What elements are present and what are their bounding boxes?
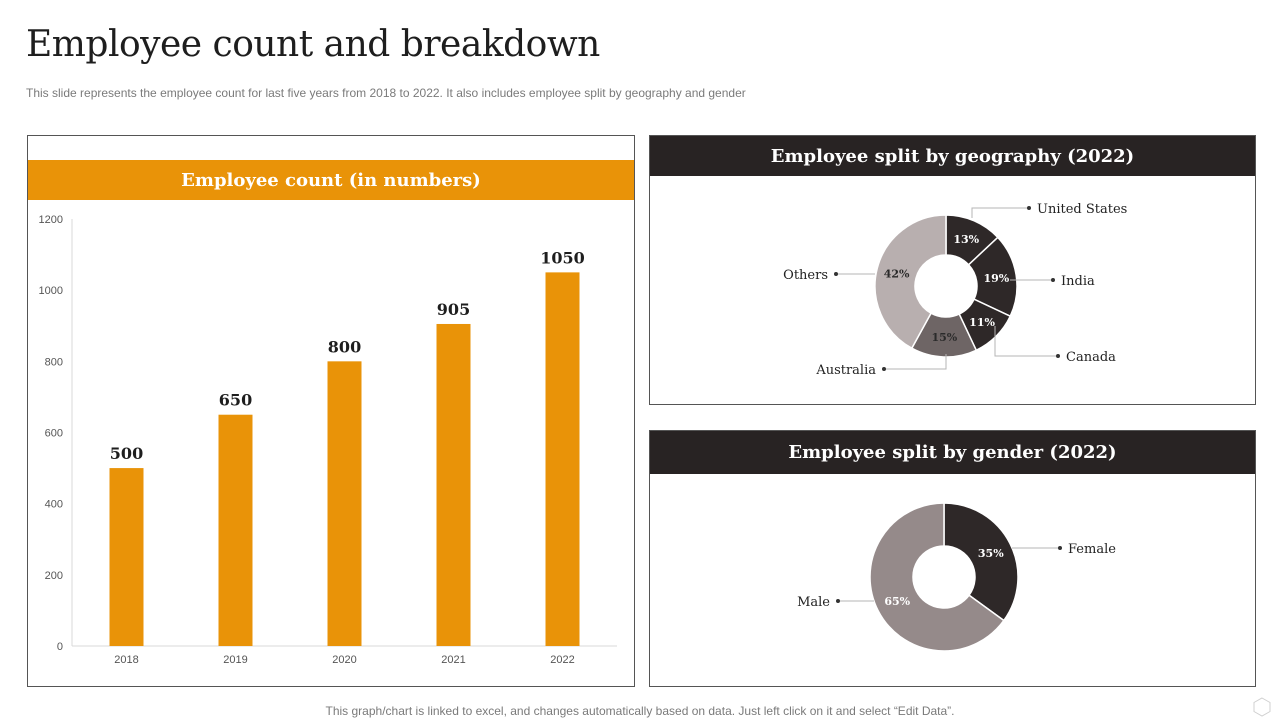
bar-2018[interactable] <box>109 468 144 646</box>
slice-percent-label: 13% <box>953 233 979 246</box>
slice-others[interactable] <box>874 214 947 350</box>
leader-dot <box>1027 206 1031 210</box>
slice-india[interactable] <box>967 236 1018 318</box>
leader-dot <box>1058 546 1062 550</box>
leader-dot <box>1051 278 1055 282</box>
bar-2019[interactable] <box>218 414 253 646</box>
y-tick-label: 800 <box>45 356 63 368</box>
employee-count-panel: Employee count (in numbers) 0 200 400 600 80… <box>27 135 635 687</box>
y-tick-label: 600 <box>45 428 63 440</box>
footer-note: This graph/chart is linked to excel, and… <box>325 704 955 718</box>
bar-2021[interactable] <box>436 323 471 646</box>
gender-title: Employee split by gender (2022) <box>650 431 1255 474</box>
x-tick-label: 2020 <box>332 654 356 666</box>
x-tick-label: 2022 <box>550 654 574 666</box>
y-tick-label: 1200 <box>39 214 63 226</box>
bar-value-label: 650 <box>219 391 252 410</box>
bar-2022[interactable] <box>545 272 580 646</box>
bar-value-label: 800 <box>328 337 361 356</box>
leader-dot <box>834 272 838 276</box>
legend-label-male: Male <box>797 595 830 610</box>
y-tick-label: 200 <box>45 570 63 582</box>
leader-line <box>994 326 1058 357</box>
slice-percent-label: 42% <box>884 267 910 280</box>
leader-line <box>971 207 1029 218</box>
page-title: Employee count and breakdown <box>26 24 600 65</box>
leader-dot <box>1056 354 1060 358</box>
legend-label-australia: Australia <box>815 363 876 378</box>
page-subtitle: This slide represents the employee count… <box>26 86 746 100</box>
hexagon-icon <box>1253 697 1271 717</box>
x-tick-label: 2019 <box>223 654 247 666</box>
slice-female[interactable] <box>943 502 1019 622</box>
gender-donut-chart[interactable]: 35% 65% Female Male <box>650 431 1255 686</box>
bar-2020[interactable] <box>327 361 362 646</box>
slice-percent-label: 11% <box>969 316 995 329</box>
leader-line <box>884 354 947 370</box>
slice-male[interactable] <box>869 502 1005 652</box>
legend-label-canada: Canada <box>1066 350 1116 365</box>
bar-value-label: 905 <box>437 300 470 319</box>
y-tick-label: 1000 <box>39 285 63 297</box>
bar-value-label: 500 <box>110 444 143 463</box>
gender-panel: Employee split by gender (2022) 35% 65% Fe… <box>649 430 1256 687</box>
slice-percent-label: 65% <box>884 595 910 608</box>
legend-label-india: India <box>1061 274 1095 289</box>
slice-percent-label: 35% <box>978 547 1004 560</box>
legend-label-others: Others <box>783 268 828 283</box>
x-tick-label: 2018 <box>114 654 138 666</box>
leader-dot <box>836 599 840 603</box>
y-tick-label: 400 <box>45 499 63 511</box>
legend-label-united-states: United States <box>1037 202 1127 217</box>
employee-count-title: Employee count (in numbers) <box>28 160 634 200</box>
geography-title: Employee split by geography (2022) <box>650 136 1255 176</box>
legend-label-female: Female <box>1068 542 1116 557</box>
bar-value-label: 1050 <box>540 248 585 267</box>
y-tick-label: 0 <box>57 641 63 653</box>
slice-percent-label: 19% <box>983 272 1009 285</box>
x-tick-label: 2021 <box>441 654 465 666</box>
geography-donut-chart[interactable]: 13% 19% 11% 15% 42% United States India Canada A… <box>650 136 1255 404</box>
geography-panel: Employee split by geography (2022) 13% 19… <box>649 135 1256 405</box>
leader-dot <box>882 367 886 371</box>
employee-count-bar-chart[interactable]: 0 200 400 600 800 1000 1200 500 2018 650 2019 800 20… <box>28 136 634 686</box>
slice-percent-label: 15% <box>932 331 958 344</box>
